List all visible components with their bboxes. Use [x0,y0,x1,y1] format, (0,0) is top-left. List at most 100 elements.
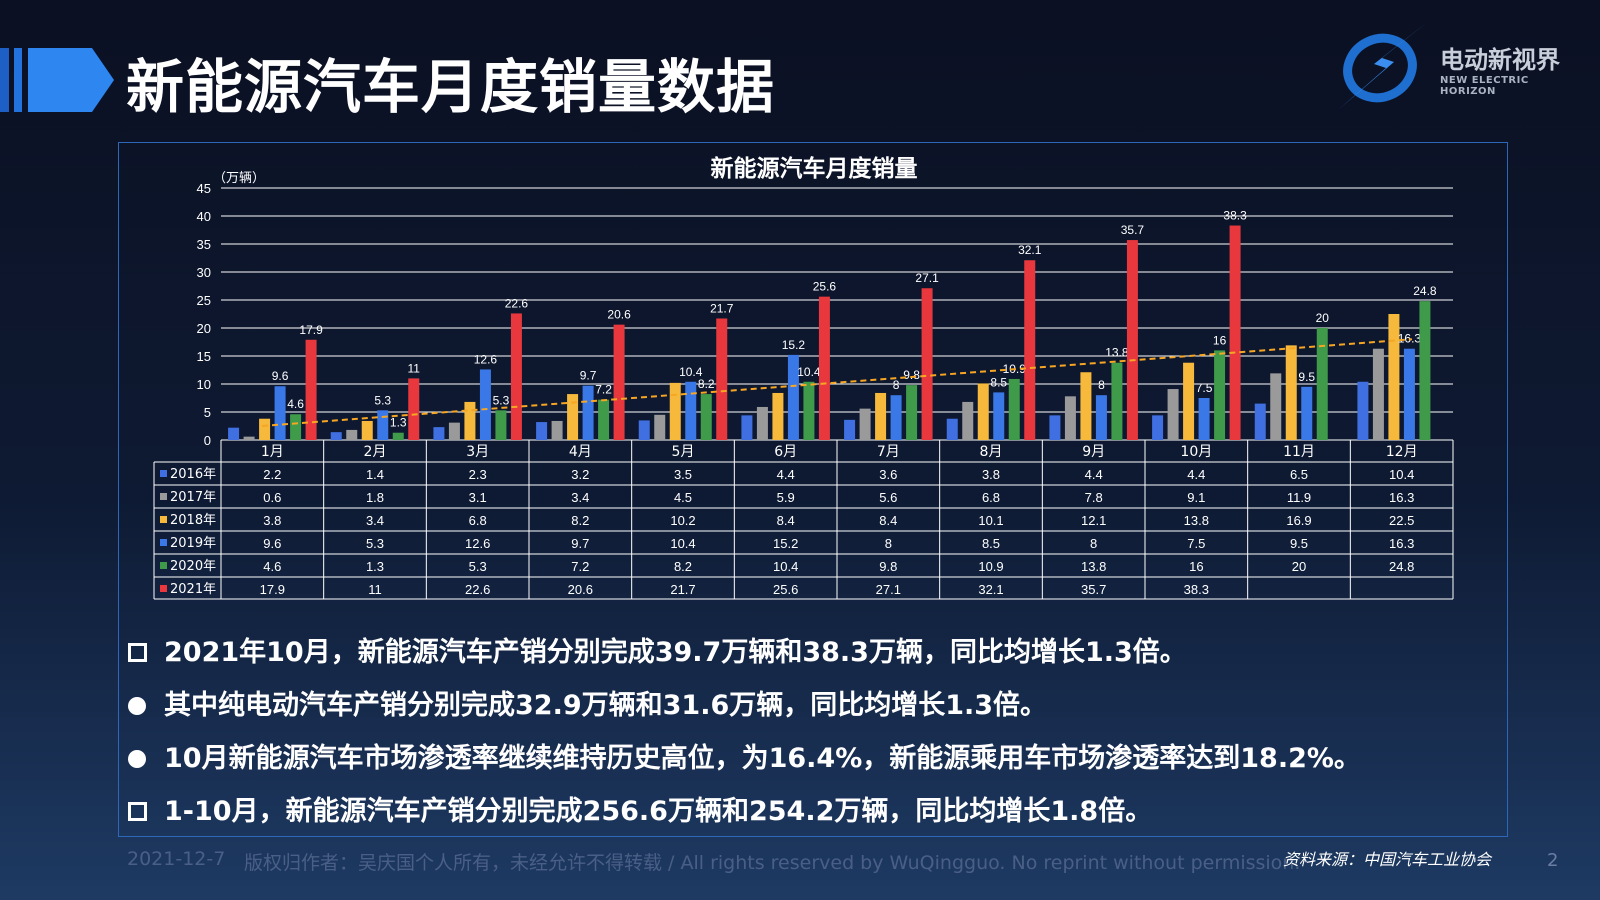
data-label: 32.1 [1018,243,1042,257]
data-label: 20.6 [607,308,631,322]
category-label: 3月 [466,444,489,460]
table-cell: 35.7 [1081,582,1106,597]
table-cell: 7.2 [571,559,589,574]
data-label: 38.3 [1223,209,1247,223]
table-cell: 13.8 [1184,513,1209,528]
footer-date: 2021-12-7 [127,848,226,870]
bar-2021年-4月 [613,324,625,440]
table-cell: 11.9 [1287,490,1311,505]
category-label: 12月 [1386,444,1418,460]
title-accent-bar [0,48,114,112]
brand-logo: 电动新视界 NEW ELECTRIC HORIZON [1330,18,1585,113]
table-cell: 20.6 [568,582,593,597]
bar-2016年-11月 [1254,403,1266,440]
bar-2017年-5月 [654,414,666,440]
table-cell: 4.5 [674,490,692,505]
table-cell: 8.2 [674,559,692,574]
bullet-text: 2021年10月，新能源汽车产销分别完成39.7万辆和38.3万辆，同比均增长1… [164,637,1187,668]
table-cell: 6.5 [1290,467,1308,482]
table-cell: 4.6 [263,559,281,574]
bar-2017年-8月 [962,401,974,440]
bar-2020年-9月 [1111,362,1123,440]
bar-2019年-5月 [685,381,697,440]
bar-2021年-5月 [716,318,728,440]
bar-2021年-9月 [1126,240,1138,440]
bar-2019年-7月 [890,395,902,440]
category-label: 5月 [672,444,695,460]
data-label: 10.4 [797,365,821,379]
table-cell: 6.8 [469,513,487,528]
bar-2020年-6月 [803,381,815,440]
data-source: 资料来源：中国汽车工业协会 [1283,850,1492,869]
bar-2020年-7月 [906,385,918,440]
data-label: 8.2 [698,377,715,391]
legend-label: 2021年 [170,582,216,597]
data-label: 21.7 [710,301,734,315]
legend-swatch [160,539,167,546]
bar-2016年-1月 [228,427,240,440]
table-cell: 1.4 [366,467,384,482]
bar-2017年-4月 [551,420,563,440]
bullet-text: 10月新能源汽车市场渗透率继续维持历史高位，为16.4%，新能源乘用车市场渗透率… [164,743,1361,774]
bullet-item: 2021年10月，新能源汽车产销分别完成39.7万辆和38.3万辆，同比均增长1… [128,630,1187,669]
data-label: 9.6 [272,369,289,383]
table-cell: 25.6 [773,582,798,597]
table-cell: 2.3 [469,467,487,482]
table-cell: 4.4 [1085,467,1103,482]
table-cell: 3.8 [263,513,281,528]
bar-2018年-9月 [1080,372,1092,440]
data-label: 22.6 [505,296,529,310]
trendline [261,338,1413,427]
bullet-item: 10月新能源汽车市场渗透率继续维持历史高位，为16.4%，新能源乘用车市场渗透率… [128,736,1361,775]
table-cell: 8.2 [571,513,589,528]
y-axis-label: （万辆） [213,171,265,186]
bullet-text: 1-10月，新能源汽车产销分别完成256.6万辆和254.2万辆，同比均增长1.… [164,796,1153,827]
y-tick-label: 20 [197,321,211,336]
legend-swatch [160,493,167,500]
legend-swatch [160,470,167,477]
bar-2017年-9月 [1064,396,1076,440]
bar-2017年-1月 [243,436,255,440]
bullet-item: 1-10月，新能源汽车产销分别完成256.6万辆和254.2万辆，同比均增长1.… [128,789,1152,828]
bar-2016年-2月 [330,432,342,440]
bar-2016年-8月 [946,418,958,440]
category-label: 4月 [569,444,592,460]
bar-2021年-1月 [305,339,317,440]
table-cell: 4.4 [777,467,795,482]
bar-2016年-3月 [433,427,445,440]
square-bullet-icon [128,643,147,662]
page-number: 2 [1547,850,1559,871]
data-label: 13.8 [1105,346,1129,360]
bar-2018年-8月 [977,383,989,440]
bar-2017年-10月 [1167,389,1179,440]
table-cell: 5.3 [469,559,487,574]
category-label: 2月 [364,444,387,460]
table-cell: 3.5 [674,467,692,482]
table-cell: 0.6 [263,490,281,505]
bullet-item: 其中纯电动汽车产销分别完成32.9万辆和31.6万辆，同比均增长1.3倍。 [128,683,1047,722]
table-cell: 10.4 [773,559,798,574]
table-cell: 5.3 [366,536,384,551]
data-label: 5.3 [493,393,510,407]
table-cell: 20 [1292,559,1306,574]
table-cell: 3.8 [982,467,1000,482]
table-cell: 2.2 [263,467,281,482]
bar-2019年-1月 [274,386,286,440]
data-label: 8.5 [990,375,1007,389]
table-cell: 8.4 [879,513,897,528]
bar-2016年-9月 [1049,415,1061,440]
data-label: 35.7 [1121,223,1145,237]
bar-2020年-2月 [392,432,404,440]
data-label: 24.8 [1413,284,1437,298]
table-cell: 9.8 [879,559,897,574]
bar-2019年-6月 [787,354,799,440]
category-label: 1月 [261,444,284,460]
bullet-text: 其中纯电动汽车产销分别完成32.9万辆和31.6万辆，同比均增长1.3倍。 [164,690,1048,721]
y-tick-label: 40 [197,209,211,224]
bar-2018年-7月 [875,392,887,440]
table-cell: 8.4 [777,513,795,528]
dot-bullet-icon [128,697,146,715]
legend-swatch [160,585,167,592]
data-label: 7.5 [1196,381,1213,395]
legend-label: 2020年 [170,559,216,574]
